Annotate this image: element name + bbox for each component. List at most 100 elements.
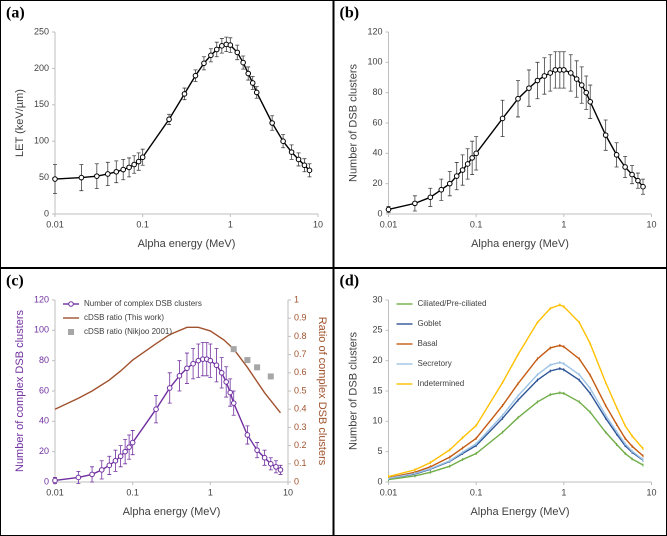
marker bbox=[131, 161, 137, 168]
y-tick-label: 10 bbox=[372, 416, 382, 426]
marker bbox=[113, 168, 120, 175]
line bbox=[388, 392, 644, 481]
marker bbox=[195, 357, 202, 364]
marker bbox=[117, 453, 124, 460]
y-tick-label: 150 bbox=[34, 99, 49, 109]
marker bbox=[280, 138, 286, 144]
marker bbox=[267, 373, 274, 380]
marker bbox=[112, 457, 119, 464]
y-tick-label: 25 bbox=[372, 325, 382, 335]
y2-axis-title: Ratio of complex DSB clusters bbox=[316, 317, 328, 466]
marker bbox=[515, 95, 521, 102]
legend-label: Indetermined bbox=[418, 379, 465, 388]
marker bbox=[153, 406, 159, 413]
marker bbox=[249, 80, 256, 86]
marker bbox=[207, 357, 214, 364]
marker bbox=[218, 370, 225, 376]
legend-label: Goblet bbox=[418, 319, 442, 328]
x-tick-label: 0.1 bbox=[136, 219, 149, 229]
marker bbox=[230, 346, 237, 353]
y-tick-label: 15 bbox=[372, 385, 382, 395]
marker bbox=[89, 471, 95, 478]
marker bbox=[635, 177, 641, 184]
marker bbox=[578, 82, 585, 88]
y-tick-label: 100 bbox=[34, 136, 49, 146]
y2-tick-label: 0.7 bbox=[294, 349, 307, 359]
marker bbox=[234, 49, 241, 56]
marker bbox=[613, 152, 620, 158]
y-axis-title: Number of DSB clusters bbox=[347, 64, 359, 182]
line bbox=[54, 326, 282, 414]
y2-tick-label: 0.5 bbox=[294, 385, 307, 395]
y2-tick-label: 0.2 bbox=[294, 440, 307, 450]
marker bbox=[240, 59, 246, 66]
legend-label: Ciliated/Pre-ciliated bbox=[418, 299, 487, 308]
marker bbox=[277, 467, 284, 473]
marker bbox=[98, 467, 105, 473]
y-tick-label: 120 bbox=[34, 294, 49, 304]
y-tick-label: 0 bbox=[377, 208, 382, 218]
marker bbox=[469, 155, 475, 161]
marker bbox=[135, 158, 142, 165]
x-tick-label: 10 bbox=[313, 219, 323, 229]
y-tick-label: 100 bbox=[34, 325, 49, 335]
marker bbox=[583, 89, 590, 96]
marker bbox=[629, 171, 635, 178]
y-tick-label: 0 bbox=[377, 476, 382, 486]
marker bbox=[139, 154, 146, 161]
marker bbox=[547, 70, 554, 76]
y-tick-label: 120 bbox=[367, 26, 382, 36]
x-tick-label: 10 bbox=[646, 219, 656, 229]
marker bbox=[245, 70, 252, 77]
panel-label: (d) bbox=[340, 273, 360, 290]
line bbox=[388, 69, 644, 211]
marker bbox=[52, 477, 58, 484]
marker bbox=[622, 164, 628, 170]
marker bbox=[213, 46, 220, 53]
marker bbox=[213, 362, 220, 369]
marker bbox=[267, 461, 274, 467]
x-tick-label: 0.1 bbox=[470, 487, 483, 497]
y-tick-label: 50 bbox=[39, 172, 49, 182]
y-tick-label: 20 bbox=[39, 446, 49, 456]
y-tick-label: 30 bbox=[372, 294, 382, 304]
panel-label: (a) bbox=[6, 5, 25, 22]
x-axis-title: Alpha energy (MeV) bbox=[471, 238, 569, 250]
marker bbox=[254, 447, 260, 453]
marker bbox=[223, 379, 229, 385]
legend-marker bbox=[68, 301, 74, 307]
marker bbox=[254, 364, 261, 371]
marker bbox=[385, 206, 392, 213]
y-tick-label: 40 bbox=[39, 416, 49, 426]
y-axis-title: LET (keV/µm) bbox=[14, 89, 26, 157]
y2-tick-label: 0 bbox=[294, 476, 299, 486]
y-tick-label: 100 bbox=[367, 57, 382, 67]
marker bbox=[122, 448, 128, 455]
y-tick-label: 20 bbox=[372, 178, 382, 188]
legend-label: Basal bbox=[418, 339, 438, 348]
marker bbox=[78, 174, 85, 181]
y2-tick-label: 1 bbox=[294, 294, 299, 304]
x-axis-title: Alpha energy (MeV) bbox=[138, 238, 236, 250]
marker bbox=[230, 400, 237, 406]
legend-label: cDSB ratio (Nikjoo 2001) bbox=[84, 327, 172, 336]
y-tick-label: 80 bbox=[39, 355, 49, 365]
y-axis-title: Number of complex DSB clusters bbox=[14, 310, 26, 472]
marker bbox=[269, 120, 275, 126]
x-tick-label: 1 bbox=[228, 219, 233, 229]
legend-label: cDSB ratio (This work) bbox=[84, 313, 164, 322]
x-tick-label: 1 bbox=[208, 487, 213, 497]
marker bbox=[227, 389, 233, 396]
y2-tick-label: 0.9 bbox=[294, 313, 307, 323]
panel-label: (c) bbox=[6, 273, 24, 290]
x-tick-label: 0.01 bbox=[380, 487, 398, 497]
marker bbox=[412, 200, 418, 207]
x-tick-label: 10 bbox=[283, 487, 293, 497]
marker bbox=[129, 439, 136, 446]
panel-label: (b) bbox=[340, 5, 360, 22]
y-tick-label: 80 bbox=[372, 87, 382, 97]
y-axis-title: Number of DSB clusters bbox=[347, 332, 359, 450]
line bbox=[388, 304, 644, 478]
marker bbox=[306, 167, 313, 174]
marker bbox=[473, 150, 479, 157]
